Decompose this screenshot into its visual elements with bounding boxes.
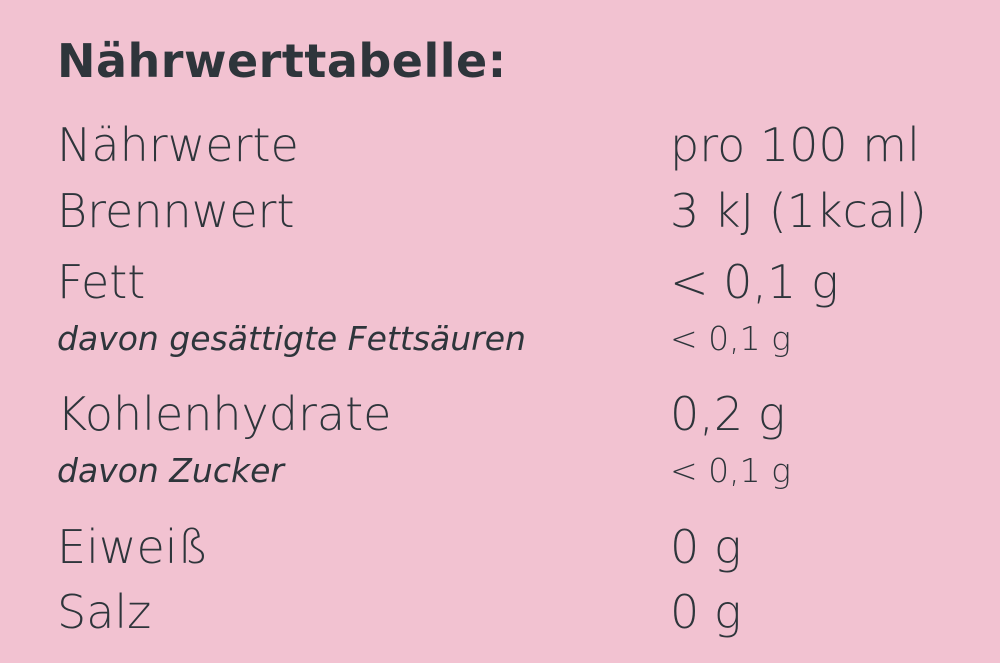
- row-label: davon Zucker: [57, 451, 284, 490]
- row-value: < 0,1 g: [670, 319, 791, 358]
- row-value: 3 kJ (1kcal): [670, 184, 927, 238]
- row-label: Eiweiß: [57, 520, 209, 574]
- row-value: 0,2 g: [670, 387, 786, 441]
- row-value: pro 100 ml: [670, 118, 920, 172]
- row-label: Brennwert: [57, 184, 295, 238]
- row-value: < 0,1 g: [670, 255, 839, 309]
- row-label: Kohlenhydrate: [57, 387, 392, 441]
- row-value: 0 g: [670, 520, 742, 574]
- row-value: < 0,1 g: [670, 451, 791, 490]
- row-label: Salz: [57, 585, 152, 639]
- row-value: 0 g: [670, 585, 742, 639]
- table-title: Nährwerttabelle:: [57, 34, 507, 88]
- row-label: Nährwerte: [57, 118, 299, 172]
- row-label: davon gesättigte Fettsäuren: [57, 319, 526, 358]
- row-label: Fett: [57, 255, 146, 309]
